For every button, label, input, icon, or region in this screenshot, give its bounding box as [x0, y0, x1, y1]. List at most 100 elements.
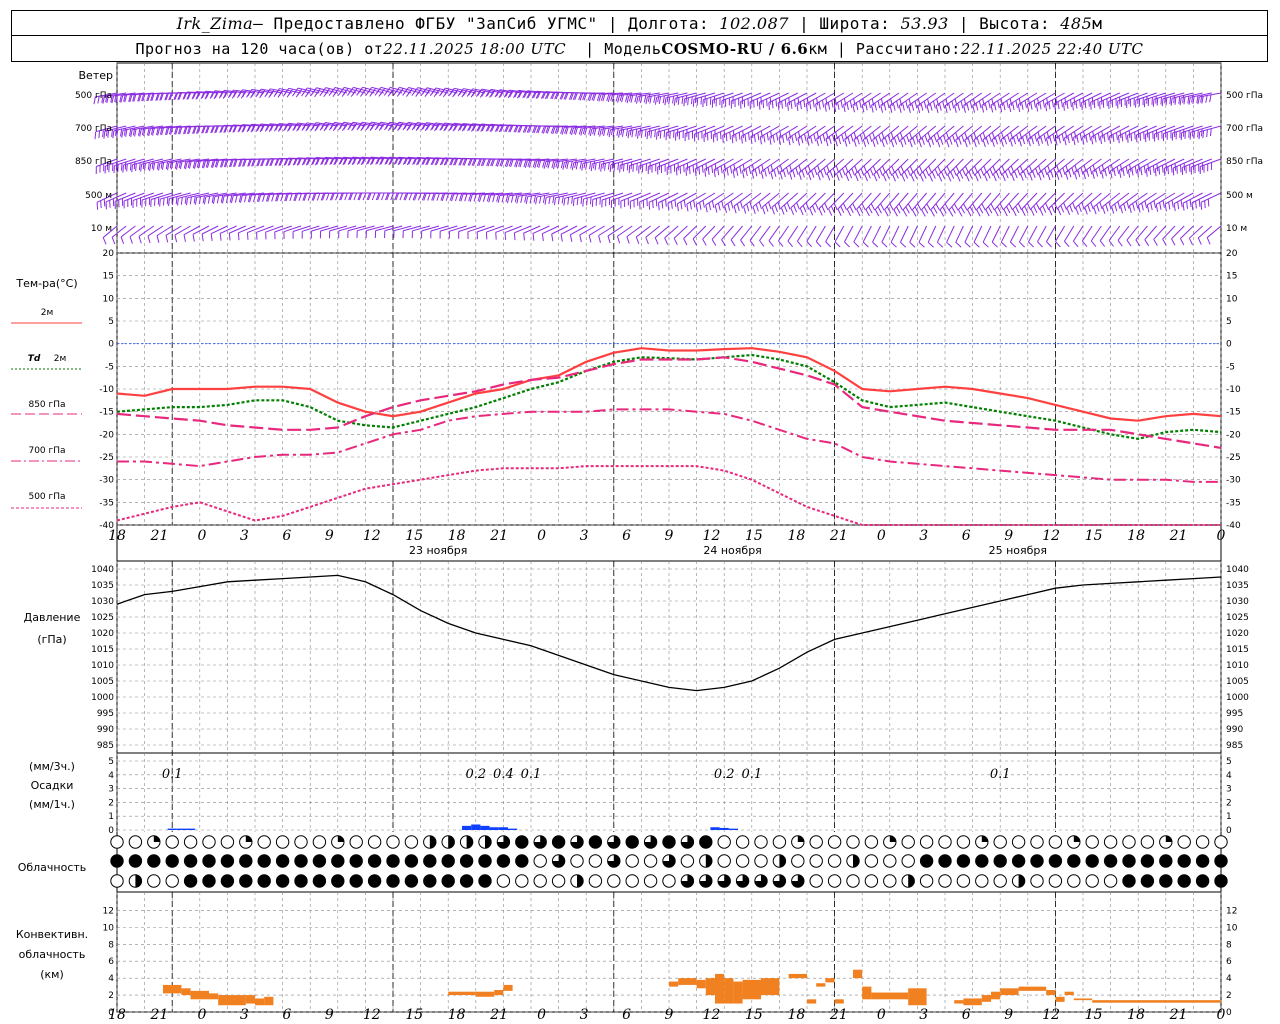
cloud-symbol: [386, 835, 400, 849]
barb-flag: [297, 123, 302, 131]
wind-barb: [1136, 158, 1157, 178]
barb-flag: [472, 123, 477, 132]
barb-flag: [271, 194, 275, 202]
barb-flag: [885, 171, 890, 179]
cloud-symbol: [1085, 874, 1099, 888]
barb-flag: [462, 158, 467, 166]
wind-barb: [1117, 92, 1139, 109]
wind-barb: [999, 92, 1019, 113]
wind-barb: [686, 192, 707, 212]
wind-barb: [1048, 192, 1065, 216]
barb-flag: [825, 138, 829, 147]
barb-flag: [518, 90, 523, 98]
barb-flag: [762, 100, 765, 109]
barb-flag: [942, 206, 947, 214]
barb-flag: [634, 94, 638, 103]
barb-flag: [797, 131, 801, 139]
barb-flag: [481, 89, 487, 97]
precip-y-tick-left: 1: [108, 812, 114, 822]
barb-flag: [742, 130, 744, 138]
barb-flag: [766, 132, 769, 141]
barb-flag: [302, 87, 308, 95]
cloud-symbol: [1159, 835, 1173, 849]
barb-flag: [615, 94, 619, 102]
barb-flag: [287, 158, 292, 166]
barb-flag: [212, 196, 216, 204]
cloud-symbol: [275, 874, 290, 888]
barb-flag: [510, 195, 514, 203]
barb-flag: [644, 129, 647, 137]
barb-flag: [964, 139, 968, 148]
barb-flag: [702, 238, 707, 246]
barb-flag: [416, 158, 421, 166]
cloud-symbol: [367, 854, 382, 868]
barb-flag: [1118, 170, 1122, 178]
barb-staff: [1018, 225, 1029, 243]
barb-flag: [441, 193, 446, 202]
cloud-circle: [294, 874, 308, 888]
barb-staff: [219, 225, 237, 234]
barb-flag: [1042, 205, 1047, 213]
barb-flag: [588, 235, 592, 243]
cloud-symbol: [699, 854, 713, 868]
barb-flag: [255, 124, 260, 132]
barb-flag: [330, 157, 335, 165]
barb-flag: [919, 174, 924, 182]
barb-staff: [762, 192, 780, 208]
barb-flag: [256, 88, 262, 96]
barb-flag: [1094, 134, 1097, 143]
cloud-symbol: [975, 854, 989, 868]
barb-flag: [421, 157, 426, 165]
cloud-circle: [441, 854, 455, 868]
barb-flag: [395, 156, 400, 165]
barb-flag: [1122, 168, 1125, 176]
cloud-symbol: [533, 854, 547, 868]
barb-flag: [897, 168, 902, 176]
barb-flag: [755, 204, 759, 212]
barb-flag: [514, 159, 518, 167]
barb-flag: [674, 199, 677, 208]
barb-flag: [1109, 170, 1113, 179]
wind-barb: [1197, 92, 1222, 105]
cloud-symbol: [312, 874, 327, 888]
barb-flag: [982, 139, 986, 148]
barb-flag: [664, 97, 667, 106]
barb-flag: [970, 134, 974, 143]
barb-flag: [524, 125, 528, 133]
wind-barb: [1170, 92, 1194, 106]
barb-staff: [1000, 225, 1010, 243]
barb-flag: [1162, 200, 1165, 208]
cloud-circle: [515, 854, 529, 868]
cloud-symbol: [349, 874, 363, 888]
wind-barb: [111, 225, 127, 245]
barb-flag: [844, 241, 850, 248]
barb-flag: [815, 103, 818, 112]
barb-flag: [598, 235, 601, 243]
barb-flag: [802, 205, 807, 213]
barb-flag: [867, 171, 871, 179]
wind-barb: [1030, 192, 1047, 216]
wind-barb: [283, 225, 302, 240]
barb-flag: [781, 135, 785, 143]
cloud-symbol: [975, 874, 989, 888]
barb-flag: [1145, 169, 1148, 177]
barb-flag: [192, 126, 196, 134]
barb-flag: [528, 125, 532, 133]
cloud-symbol: [312, 835, 327, 849]
barb-flag: [1054, 138, 1058, 146]
wind-barb: [938, 158, 955, 182]
barb-flag: [138, 128, 141, 136]
barb-flag: [526, 125, 531, 133]
barb-flag: [870, 203, 876, 211]
wind-barb: [1118, 158, 1139, 178]
barb-flag: [576, 197, 579, 206]
barb-staff: [862, 225, 872, 243]
barb-flag: [459, 158, 464, 166]
barb-flag: [462, 89, 468, 96]
barb-flag: [325, 122, 330, 130]
cloud-circle: [625, 874, 639, 888]
wind-barb: [620, 192, 642, 209]
axis-labels: 18 21 0 3 6 9 12 15 18 21 0 3 6 9 12 15 18 21 0 3 6 9 12 15 18 21…: [91, 249, 1249, 1023]
barb-flag: [1035, 202, 1041, 211]
barb-flag: [852, 104, 855, 113]
